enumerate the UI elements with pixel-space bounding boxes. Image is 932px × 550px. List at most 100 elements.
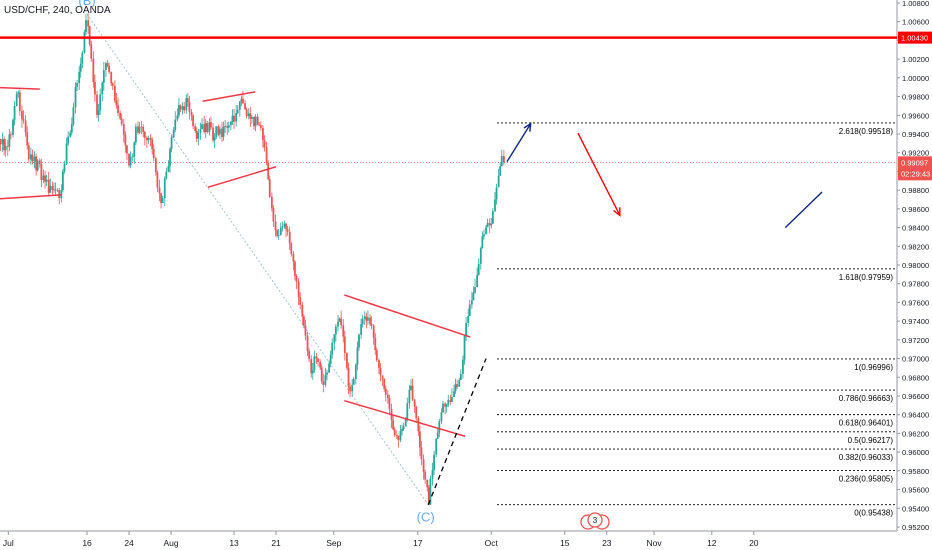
candle-body: [0, 139, 2, 145]
price-tick-label: 0.99200: [902, 149, 929, 158]
candle-body: [444, 403, 446, 407]
candle: [21, 105, 23, 128]
candle-body: [476, 275, 479, 288]
candle: [381, 375, 384, 387]
candle-body: [51, 186, 54, 190]
candle: [113, 80, 116, 104]
candle-body: [459, 373, 462, 381]
candle-body: [111, 83, 114, 86]
time-axis: Jul 16 24 Aug 13 21 Sep 17 Oct 15 23 Nov 12 20: [3, 531, 759, 548]
candle: [17, 90, 20, 98]
candle-body: [218, 128, 221, 135]
candle: [92, 51, 95, 88]
candle: [283, 220, 286, 229]
candle-body: [311, 370, 314, 374]
candle-body: [56, 190, 59, 192]
candle: [393, 426, 396, 437]
candle-body: [143, 131, 146, 138]
candle: [151, 136, 154, 155]
candle: [279, 222, 282, 236]
candle-body: [149, 137, 152, 140]
candle: [106, 59, 109, 68]
candle: [158, 179, 161, 202]
candle: [186, 93, 189, 107]
candle-body: [215, 126, 218, 138]
price-tick-label: 0.96400: [902, 411, 929, 420]
candle: [128, 153, 130, 168]
candle-body: [22, 119, 25, 121]
candle-body: [185, 98, 188, 111]
candle: [245, 107, 248, 119]
candle-body: [419, 431, 421, 448]
arrow-shaft: [577, 132, 621, 216]
candle: [160, 192, 162, 209]
candle-body: [160, 193, 162, 204]
candle-body: [490, 223, 493, 226]
candle-body: [337, 321, 339, 327]
candle: [436, 427, 439, 439]
candle: [133, 141, 136, 164]
candle-body: [194, 126, 197, 132]
candle: [188, 95, 191, 120]
candle: [295, 274, 298, 290]
candle-body: [92, 58, 95, 82]
candle-body: [288, 231, 291, 244]
candle-body: [254, 116, 257, 127]
candle-body: [195, 131, 198, 139]
candle-body: [70, 124, 73, 133]
event-marker-count: 3: [593, 516, 598, 525]
candle: [259, 121, 262, 131]
candle-body: [176, 115, 179, 120]
price-tick-label: 0.98400: [902, 224, 929, 233]
wave-labels: (B) (C): [78, 0, 434, 524]
candle: [224, 119, 227, 133]
candle: [26, 126, 29, 150]
candle-body: [481, 236, 484, 249]
candle-body: [12, 119, 14, 135]
price-tick-label: 0.98600: [902, 205, 929, 214]
candle-body: [402, 426, 405, 429]
candle-body: [165, 171, 168, 179]
candle: [399, 424, 402, 443]
candle: [378, 358, 380, 374]
candle: [240, 95, 243, 107]
candle-body: [72, 107, 75, 125]
arrow: [506, 122, 532, 162]
candle: [49, 178, 52, 193]
candle-body: [131, 156, 134, 158]
candle: [122, 119, 125, 143]
candle: [176, 108, 179, 122]
candle: [108, 62, 110, 74]
candle: [495, 183, 498, 205]
candle-body: [236, 109, 239, 114]
countdown-text: 02:29:43: [901, 169, 930, 178]
candle-body: [374, 337, 377, 351]
price-tick-label: 0.97400: [902, 317, 929, 326]
candle: [497, 168, 500, 188]
arrow-shaft: [784, 191, 823, 229]
candle-body: [42, 175, 45, 181]
candle-body: [10, 134, 12, 136]
candle-body: [378, 360, 380, 368]
candle: [137, 121, 139, 135]
arrow-head: [613, 207, 621, 217]
candle-body: [13, 106, 16, 120]
candle-body: [53, 189, 55, 191]
candle: [27, 142, 30, 163]
candle: [253, 116, 255, 130]
candle: [420, 441, 423, 466]
candle-body: [142, 126, 145, 132]
candle-body: [63, 163, 66, 172]
candle-body: [267, 162, 270, 180]
candle: [138, 122, 141, 135]
candle: [328, 360, 330, 373]
candle: [361, 314, 364, 328]
candle: [8, 129, 11, 152]
candle: [483, 229, 485, 240]
candle: [319, 359, 322, 370]
candle-body: [49, 186, 52, 193]
candle-body: [342, 325, 345, 337]
candle-body: [151, 139, 154, 150]
candle-body: [244, 103, 246, 110]
